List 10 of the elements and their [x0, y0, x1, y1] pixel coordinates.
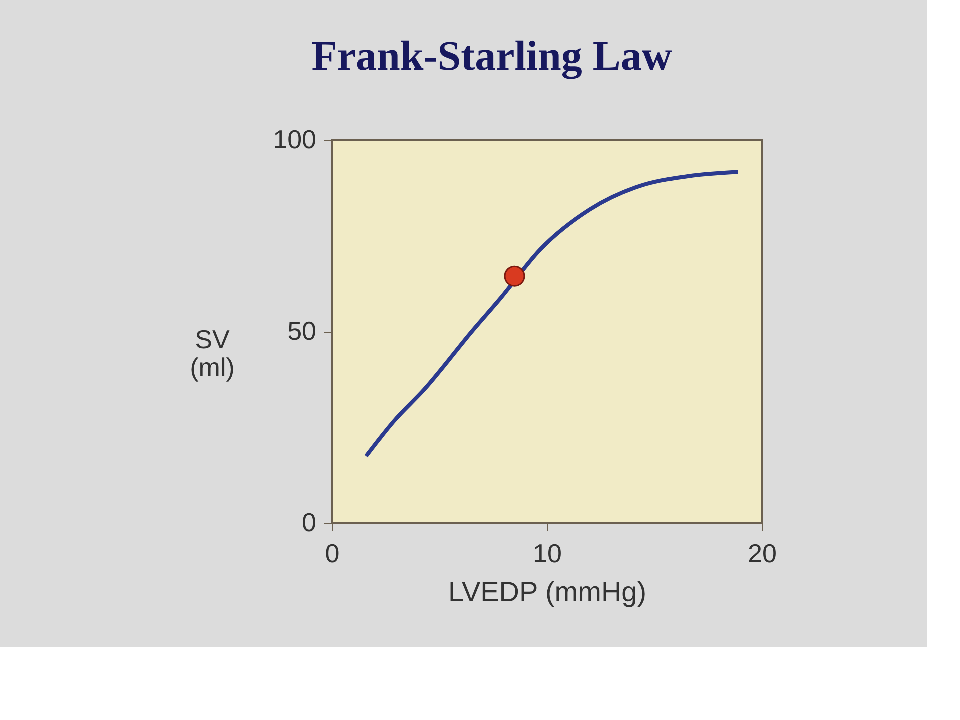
y-axis-title: SV (ml)	[190, 324, 235, 382]
x-tick-label: 20	[748, 538, 777, 568]
y-tick-label: 0	[302, 508, 316, 538]
y-tick-label: 50	[288, 316, 316, 346]
y-tick-label: 100	[273, 124, 316, 154]
line-series	[364, 170, 740, 458]
x-tick-label: 0	[325, 538, 340, 568]
x-axis-title: LVEDP (mmHg)	[448, 576, 647, 608]
chart-title: Frank-Starling Law	[312, 34, 673, 80]
x-tick-label: 10	[533, 538, 562, 568]
